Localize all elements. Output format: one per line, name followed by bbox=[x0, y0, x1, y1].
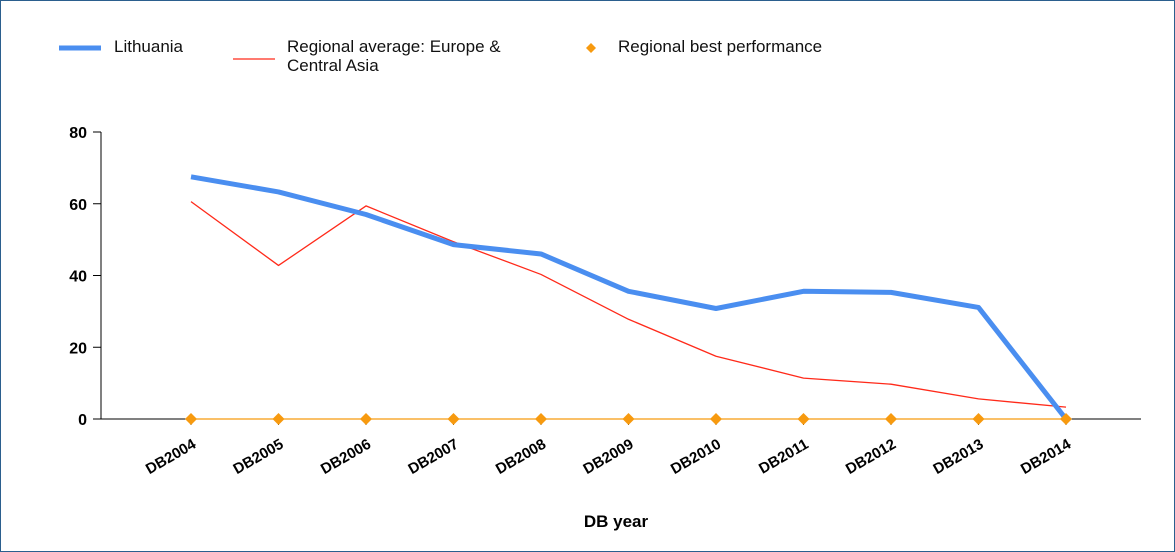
series-marker bbox=[622, 413, 635, 425]
legend-marker bbox=[586, 43, 596, 53]
x-tick-label: DB2011 bbox=[756, 436, 811, 478]
x-tick-label: DB2007 bbox=[405, 436, 461, 478]
x-tick-label: DB2013 bbox=[930, 436, 986, 478]
series-marker bbox=[885, 413, 897, 425]
y-tick-label: 0 bbox=[78, 412, 87, 429]
series-marker bbox=[272, 413, 285, 425]
x-axis-title: DB year bbox=[584, 512, 649, 531]
x-tick-label: DB2009 bbox=[580, 436, 636, 478]
series-marker bbox=[972, 413, 985, 425]
x-tick-label: DB2006 bbox=[318, 436, 374, 478]
x-tick-label: DB2008 bbox=[493, 436, 549, 478]
x-tick-label: DB2014 bbox=[1018, 435, 1075, 478]
legend-label: Lithuania bbox=[114, 37, 184, 56]
x-tick-label: DB2005 bbox=[230, 436, 286, 478]
x-tick-label: DB2012 bbox=[843, 436, 899, 478]
series-marker bbox=[535, 413, 547, 425]
x-tick-label: DB2010 bbox=[668, 436, 724, 478]
series-line bbox=[190, 201, 1067, 408]
y-tick-label: 40 bbox=[69, 269, 87, 286]
series-marker bbox=[360, 413, 372, 425]
series-line bbox=[190, 174, 1068, 421]
y-tick-label: 80 bbox=[69, 125, 87, 142]
y-tick-label: 60 bbox=[69, 197, 87, 214]
legend-label: Regional best performance bbox=[618, 37, 823, 56]
legend-label: Regional average: Europe & Central Asia bbox=[287, 37, 501, 75]
series-marker bbox=[185, 413, 197, 425]
series-marker bbox=[710, 413, 722, 425]
y-tick-label: 20 bbox=[69, 340, 87, 357]
series-marker bbox=[797, 413, 810, 425]
series-marker bbox=[447, 413, 460, 425]
x-tick-label: DB2004 bbox=[143, 435, 200, 478]
series-marker bbox=[1060, 413, 1072, 425]
